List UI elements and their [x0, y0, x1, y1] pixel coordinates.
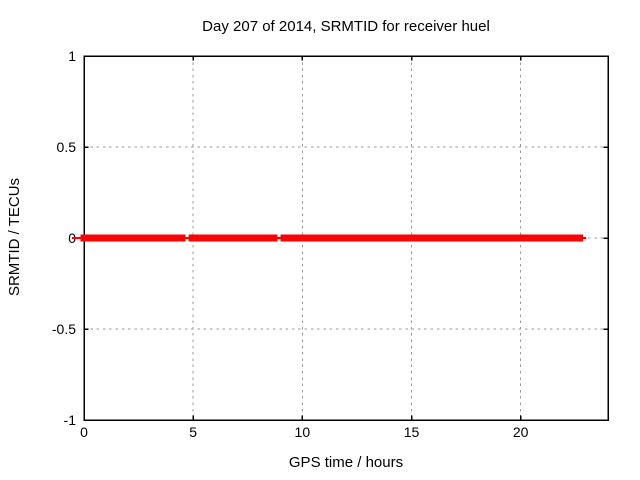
x-tick-label-0: 0 [80, 424, 88, 440]
x-axis-label: GPS time / hours [289, 454, 403, 471]
x-tick-label-10: 10 [295, 424, 311, 440]
x-tick-label-15: 15 [404, 424, 420, 440]
x-tick-label-5: 5 [189, 424, 197, 440]
x-tick-label-20: 20 [513, 424, 529, 440]
chart-title: Day 207 of 2014, SRMTID for receiver hue… [202, 18, 490, 35]
y-axis-label: SRMTID / TECUs [6, 178, 23, 296]
y-tick-label-0.5: 0.5 [57, 139, 77, 155]
y-tick-label--1: -1 [64, 412, 77, 428]
y-tick-label-1: 1 [68, 48, 76, 64]
y-tick-label--0.5: -0.5 [52, 321, 76, 337]
